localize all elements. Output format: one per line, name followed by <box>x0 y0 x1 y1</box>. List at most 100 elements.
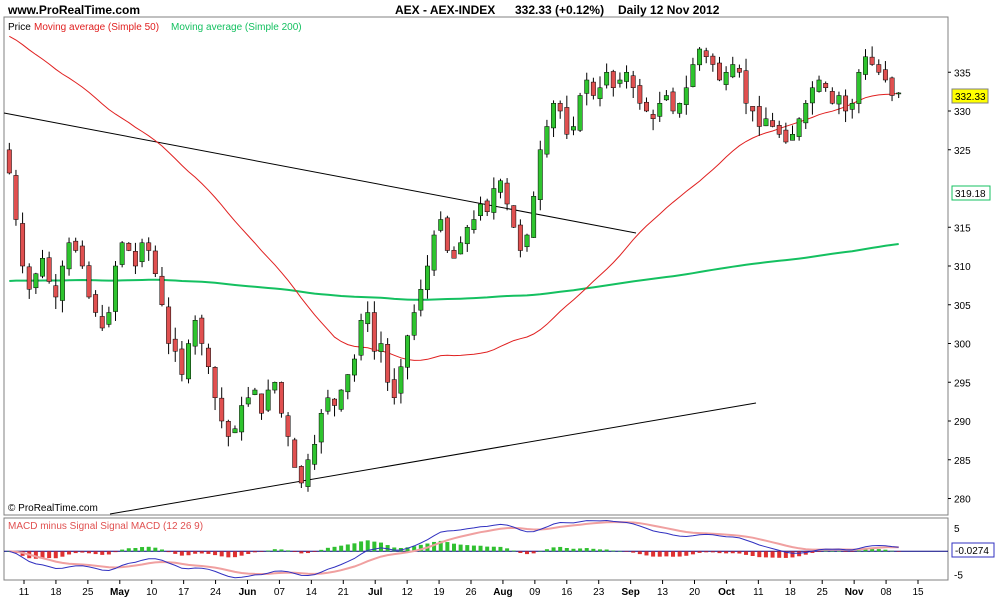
macd-histogram-bar <box>345 544 350 552</box>
candle-down <box>451 249 457 259</box>
macd-histogram-bar <box>770 551 775 558</box>
macd-histogram-bar <box>651 551 656 557</box>
candle-up <box>378 343 384 352</box>
macd-layer: 5 -5 <box>4 519 963 581</box>
macd-histogram-bar <box>531 551 536 554</box>
time-tick-label: 24 <box>210 587 222 598</box>
macd-histogram-bar <box>471 545 476 552</box>
time-tick-label: 12 <box>402 587 414 598</box>
macd-histogram-bar <box>120 549 125 552</box>
macd-histogram-bar <box>624 551 629 552</box>
candle-up <box>697 48 703 66</box>
macd-histogram-bar <box>445 542 450 552</box>
macd-legend: MACD minus Signal Signal MACD (12 26 9) <box>8 521 203 532</box>
last-price-change: 332.33 (+0.12%) <box>515 3 604 17</box>
macd-histogram-bar <box>193 551 198 554</box>
time-tick-label: 18 <box>50 587 62 598</box>
macd-histogram-bar <box>133 548 138 552</box>
macd-histogram-bar <box>100 551 105 555</box>
candle-down <box>152 250 158 274</box>
candle-down <box>26 266 32 290</box>
candle-up <box>458 242 464 255</box>
candle-down <box>637 85 643 104</box>
candle-down <box>650 114 656 120</box>
time-tick-label: 21 <box>338 587 350 598</box>
candle-up <box>139 242 145 263</box>
last-price-box <box>951 88 989 104</box>
macd-histogram-bar <box>40 551 45 559</box>
time-tick-label: 10 <box>146 587 158 598</box>
macd-histogram-bar <box>518 551 523 553</box>
candle-up <box>272 382 278 391</box>
candle-down <box>53 285 59 298</box>
legend-ma50: Moving average (Simple 50) <box>34 22 159 33</box>
candle-down <box>332 398 337 406</box>
trendline-descending[interactable] <box>3 112 637 234</box>
candle-up <box>683 87 689 105</box>
candle-down <box>385 344 391 383</box>
watermark: © ProRealTime.com <box>8 503 98 514</box>
candle-down <box>219 397 225 422</box>
candle-up <box>584 79 590 94</box>
macd-histogram-bar <box>598 549 603 552</box>
candle-down <box>205 347 211 368</box>
price-panel[interactable] <box>3 16 949 516</box>
candle-down <box>126 242 132 251</box>
macd-histogram-bar <box>378 542 383 552</box>
macd-histogram-bar <box>717 551 722 554</box>
candle-up <box>617 79 623 84</box>
macd-histogram-bar <box>80 551 85 553</box>
candle-down <box>610 71 616 88</box>
candle-down <box>73 240 79 251</box>
macd-histogram-bar <box>226 551 231 558</box>
price-tick-label: 335 <box>954 68 971 79</box>
ma200-polyline <box>9 243 899 301</box>
macd-value-label: -0.0274 <box>955 546 989 557</box>
candle-up <box>252 389 258 395</box>
candle-down <box>776 125 782 135</box>
candle-up <box>803 103 809 124</box>
macd-histogram-bar <box>159 549 164 552</box>
macd-histogram-bar <box>438 540 443 552</box>
candle-up <box>345 374 351 393</box>
macd-histogram-bar <box>763 551 768 558</box>
macd-histogram-bar <box>126 548 131 552</box>
macd-histogram-bar <box>611 550 616 552</box>
legend-ma200: Moving average (Simple 200) <box>171 22 302 33</box>
candle-down <box>644 101 649 112</box>
macd-panel[interactable] <box>3 517 949 581</box>
candle-down <box>823 83 829 89</box>
macd-histogram-bar <box>744 551 749 555</box>
price-tick-label: 330 <box>954 107 971 118</box>
candle-up <box>192 320 198 347</box>
macd-histogram-bar <box>67 551 72 555</box>
price-tick-label: 305 <box>954 301 971 312</box>
macd-histogram-bar <box>491 546 496 552</box>
ma200-line <box>9 243 899 301</box>
candle-up <box>730 64 736 78</box>
instrument-label: AEX - AEX-INDEX <box>395 3 495 17</box>
candle-down <box>504 182 510 205</box>
macd-histogram-bar <box>213 551 218 556</box>
candle-down <box>298 466 304 484</box>
candle-up <box>478 203 483 216</box>
candle-down <box>557 103 563 112</box>
macd-histogram-bar <box>544 549 549 552</box>
price-tick-label: 295 <box>954 378 971 389</box>
macd-histogram-bar <box>823 550 828 552</box>
candle-up <box>232 428 238 434</box>
candle-down <box>212 367 218 399</box>
macd-histogram-bar <box>246 551 251 555</box>
candle-up <box>351 358 357 376</box>
candle-down <box>371 312 377 352</box>
candle-up <box>663 95 669 101</box>
candle-down <box>876 64 882 73</box>
macd-value-box <box>951 542 995 558</box>
trendline-ascending[interactable] <box>109 402 757 515</box>
macd-histogram-bar <box>697 551 702 553</box>
macd-histogram-bar <box>896 551 901 552</box>
candle-down <box>710 55 716 65</box>
candle-up <box>604 72 610 86</box>
macd-histogram-bar <box>478 545 483 552</box>
macd-histogram-bar <box>179 551 184 556</box>
